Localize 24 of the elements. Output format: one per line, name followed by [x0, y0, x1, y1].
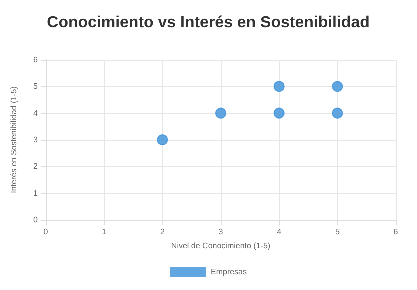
chart-title: Conocimiento vs Interés en Sostenibilidad [47, 14, 370, 32]
legend-label: Empresas [210, 268, 248, 276]
y-tick-label: 1 [34, 188, 39, 198]
x-tick-label: 2 [160, 228, 166, 236]
y-tick-label: 0 [34, 216, 39, 224]
y-tick-label: 3 [34, 136, 39, 144]
point [332, 108, 344, 119]
x-tick-label: 0 [44, 228, 49, 236]
point [274, 108, 285, 119]
point [157, 134, 168, 146]
point [332, 81, 344, 92]
y-tick-label: 6 [34, 56, 39, 64]
x-tick-label: 3 [218, 228, 224, 236]
x-tick-label: 1 [102, 228, 108, 236]
y-axis-title: Interés en Sostenibilidad (1-5) [10, 86, 18, 194]
point [216, 108, 226, 119]
x-tick-label: 6 [394, 228, 399, 236]
y-tick-label: 5 [34, 82, 39, 92]
point [274, 81, 285, 92]
x-tick-label: 5 [335, 228, 340, 236]
y-tick-label: 2 [34, 162, 39, 172]
x-tick-label: 4 [277, 228, 282, 236]
y-tick-label: 4 [34, 108, 39, 118]
x-axis-title: Nivel de Conocimiento (1-5) [171, 242, 271, 250]
